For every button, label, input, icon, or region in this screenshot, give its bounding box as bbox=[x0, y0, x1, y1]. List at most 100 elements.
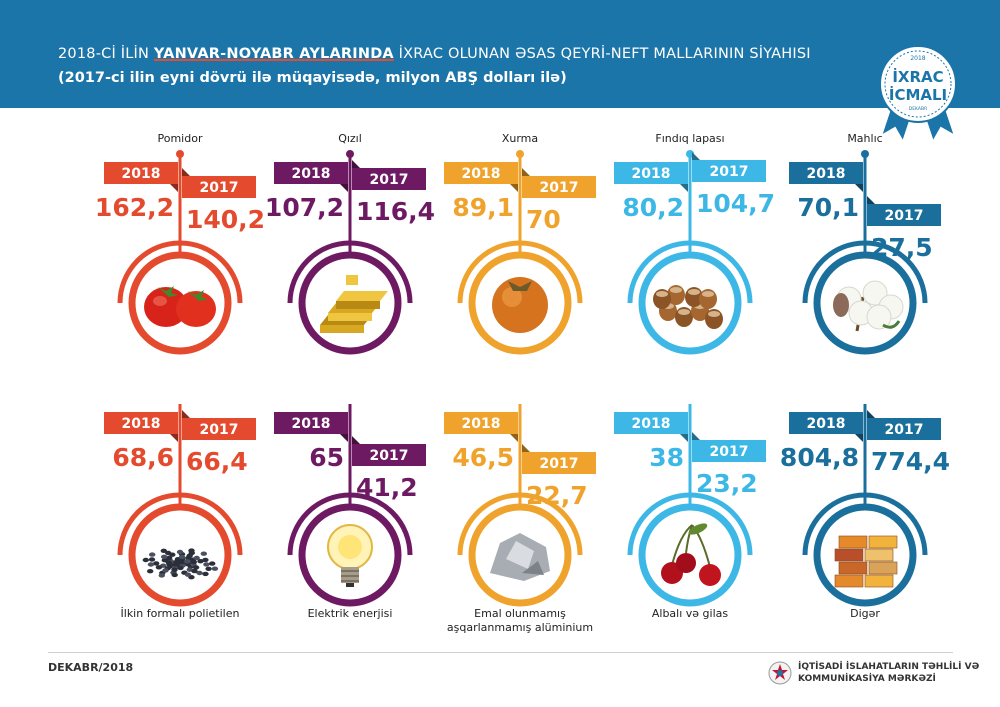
year-2017-tag bbox=[182, 176, 256, 198]
year-2018-label: 2018 bbox=[122, 166, 161, 182]
year-2018-label: 2018 bbox=[292, 416, 331, 432]
containers-icon bbox=[834, 535, 898, 588]
outer-arc bbox=[287, 492, 413, 556]
item-card: Xurma 2018 89,1 2017 70 bbox=[444, 132, 596, 355]
category-label: aşqarlanmamış alüminium bbox=[447, 621, 593, 634]
category-label: Albalı və gilas bbox=[652, 607, 729, 620]
value-2018: 107,2 bbox=[265, 193, 344, 222]
year-2018-label: 2018 bbox=[632, 416, 671, 432]
year-2017-label: 2017 bbox=[370, 172, 409, 188]
category-label: Emal olunmamış bbox=[474, 607, 566, 620]
item-card: Pomidor 2018 162,2 2017 140,2 bbox=[95, 132, 265, 355]
outer-arc bbox=[627, 492, 753, 556]
year-2018-tag bbox=[104, 412, 178, 434]
value-2018: 68,6 bbox=[112, 443, 174, 472]
report-period: DEKABR/2018 bbox=[48, 661, 134, 674]
outer-arc bbox=[457, 492, 583, 556]
value-2018: 162,2 bbox=[95, 193, 174, 222]
year-2018-tag bbox=[614, 412, 688, 434]
year-2018-label: 2018 bbox=[292, 166, 331, 182]
export-chart: Pomidor 2018 162,2 2017 140,2 Qızıl 2018 107,2 2… bbox=[95, 132, 950, 634]
category-label: Elektrik enerjisi bbox=[308, 607, 393, 620]
header-banner: 2018-Cİ İLİN YANVAR-NOYABR AYLARINDA İXR… bbox=[0, 0, 1000, 108]
year-2018-tag bbox=[614, 162, 688, 184]
badge-year: 2018 bbox=[910, 55, 925, 62]
outer-arc bbox=[457, 240, 583, 304]
year-2018-tag bbox=[789, 162, 863, 184]
badge-month: DEKABR bbox=[909, 106, 927, 112]
value-2018: 65 bbox=[309, 443, 344, 472]
value-2017: 774,4 bbox=[871, 447, 950, 476]
year-2018-tag bbox=[274, 162, 348, 184]
category-label: Mahlıc bbox=[847, 132, 882, 145]
category-label: Qızıl bbox=[338, 132, 362, 145]
item-card: Digər 2018 804,8 2017 774,4 bbox=[780, 404, 950, 620]
badge-line2: İCMALI bbox=[889, 85, 947, 104]
year-2017-label: 2017 bbox=[885, 208, 924, 224]
year-2018-tag bbox=[444, 162, 518, 184]
year-2017-tag bbox=[352, 444, 426, 466]
year-2017-label: 2017 bbox=[370, 448, 409, 464]
cherry-icon bbox=[661, 523, 721, 586]
value-2018: 70,1 bbox=[797, 193, 859, 222]
outer-arc bbox=[627, 240, 753, 304]
year-2017-tag bbox=[522, 452, 596, 474]
page-subtitle: (2017-ci ilin eyni dövrü ilə müqayisədə,… bbox=[58, 70, 567, 86]
year-2018-label: 2018 bbox=[632, 166, 671, 182]
aluminium-scrap-icon bbox=[490, 533, 550, 581]
value-2017: 70 bbox=[526, 205, 561, 234]
category-label: Digər bbox=[850, 607, 880, 620]
light-bulb-icon bbox=[327, 524, 373, 587]
outer-arc bbox=[287, 240, 413, 304]
cotton-icon bbox=[833, 280, 904, 332]
year-2018-label: 2018 bbox=[122, 416, 161, 432]
year-2018-label: 2018 bbox=[462, 166, 501, 182]
year-2017-label: 2017 bbox=[710, 164, 749, 180]
year-2018-tag bbox=[104, 162, 178, 184]
year-2018-label: 2018 bbox=[462, 416, 501, 432]
year-2017-label: 2017 bbox=[540, 180, 579, 196]
year-2017-tag bbox=[867, 418, 941, 440]
year-2017-label: 2017 bbox=[200, 422, 239, 438]
persimmon-icon bbox=[492, 277, 548, 333]
year-2017-label: 2017 bbox=[540, 456, 579, 472]
badge-line1: İXRAC bbox=[892, 67, 943, 86]
value-2017: 116,4 bbox=[356, 197, 435, 226]
year-2018-tag bbox=[274, 412, 348, 434]
value-2017: 104,7 bbox=[696, 189, 775, 218]
year-2017-tag bbox=[692, 440, 766, 462]
hazelnut-icon bbox=[653, 285, 723, 329]
item-card: İlkin formalı polietilen 2018 68,6 2017 66,4 bbox=[104, 404, 256, 620]
value-2018: 804,8 bbox=[780, 443, 859, 472]
tomato-icon bbox=[144, 286, 216, 327]
year-2017-tag bbox=[522, 176, 596, 198]
year-2017-label: 2017 bbox=[710, 444, 749, 460]
category-label: İlkin formalı polietilen bbox=[121, 607, 240, 620]
footer-divider bbox=[48, 652, 953, 653]
outer-arc bbox=[117, 240, 243, 304]
outer-arc bbox=[802, 492, 928, 556]
year-2017-tag bbox=[867, 204, 941, 226]
year-2017-tag bbox=[692, 160, 766, 182]
item-card: Qızıl 2018 107,2 2017 116,4 bbox=[265, 132, 435, 355]
year-2017-label: 2017 bbox=[885, 422, 924, 438]
value-2017: 66,4 bbox=[186, 447, 248, 476]
item-card: Albalı və gilas 2018 38 2017 23,2 bbox=[614, 404, 766, 620]
polyethylene-granules-icon bbox=[142, 548, 219, 580]
value-2018: 89,1 bbox=[452, 193, 514, 222]
year-2018-label: 2018 bbox=[807, 166, 846, 182]
value-2018: 46,5 bbox=[452, 443, 514, 472]
emblem-icon bbox=[768, 661, 792, 685]
ribbon-badge-icon: 2018 İXRAC İCMALI DEKABR bbox=[879, 45, 957, 144]
year-2018-tag bbox=[444, 412, 518, 434]
year-2017-label: 2017 bbox=[200, 180, 239, 196]
organization-name: İQTİSADİ İSLAHATLARIN TƏHLİLİ VƏ KOMMUNİ… bbox=[798, 662, 980, 684]
organization-logo: İQTİSADİ İSLAHATLARIN TƏHLİLİ VƏ KOMMUNİ… bbox=[768, 658, 979, 698]
category-label: Pomidor bbox=[158, 132, 203, 145]
value-2017: 23,2 bbox=[696, 469, 758, 498]
category-label: Xurma bbox=[502, 132, 538, 145]
year-2017-tag bbox=[352, 168, 426, 190]
outer-arc bbox=[117, 492, 243, 556]
